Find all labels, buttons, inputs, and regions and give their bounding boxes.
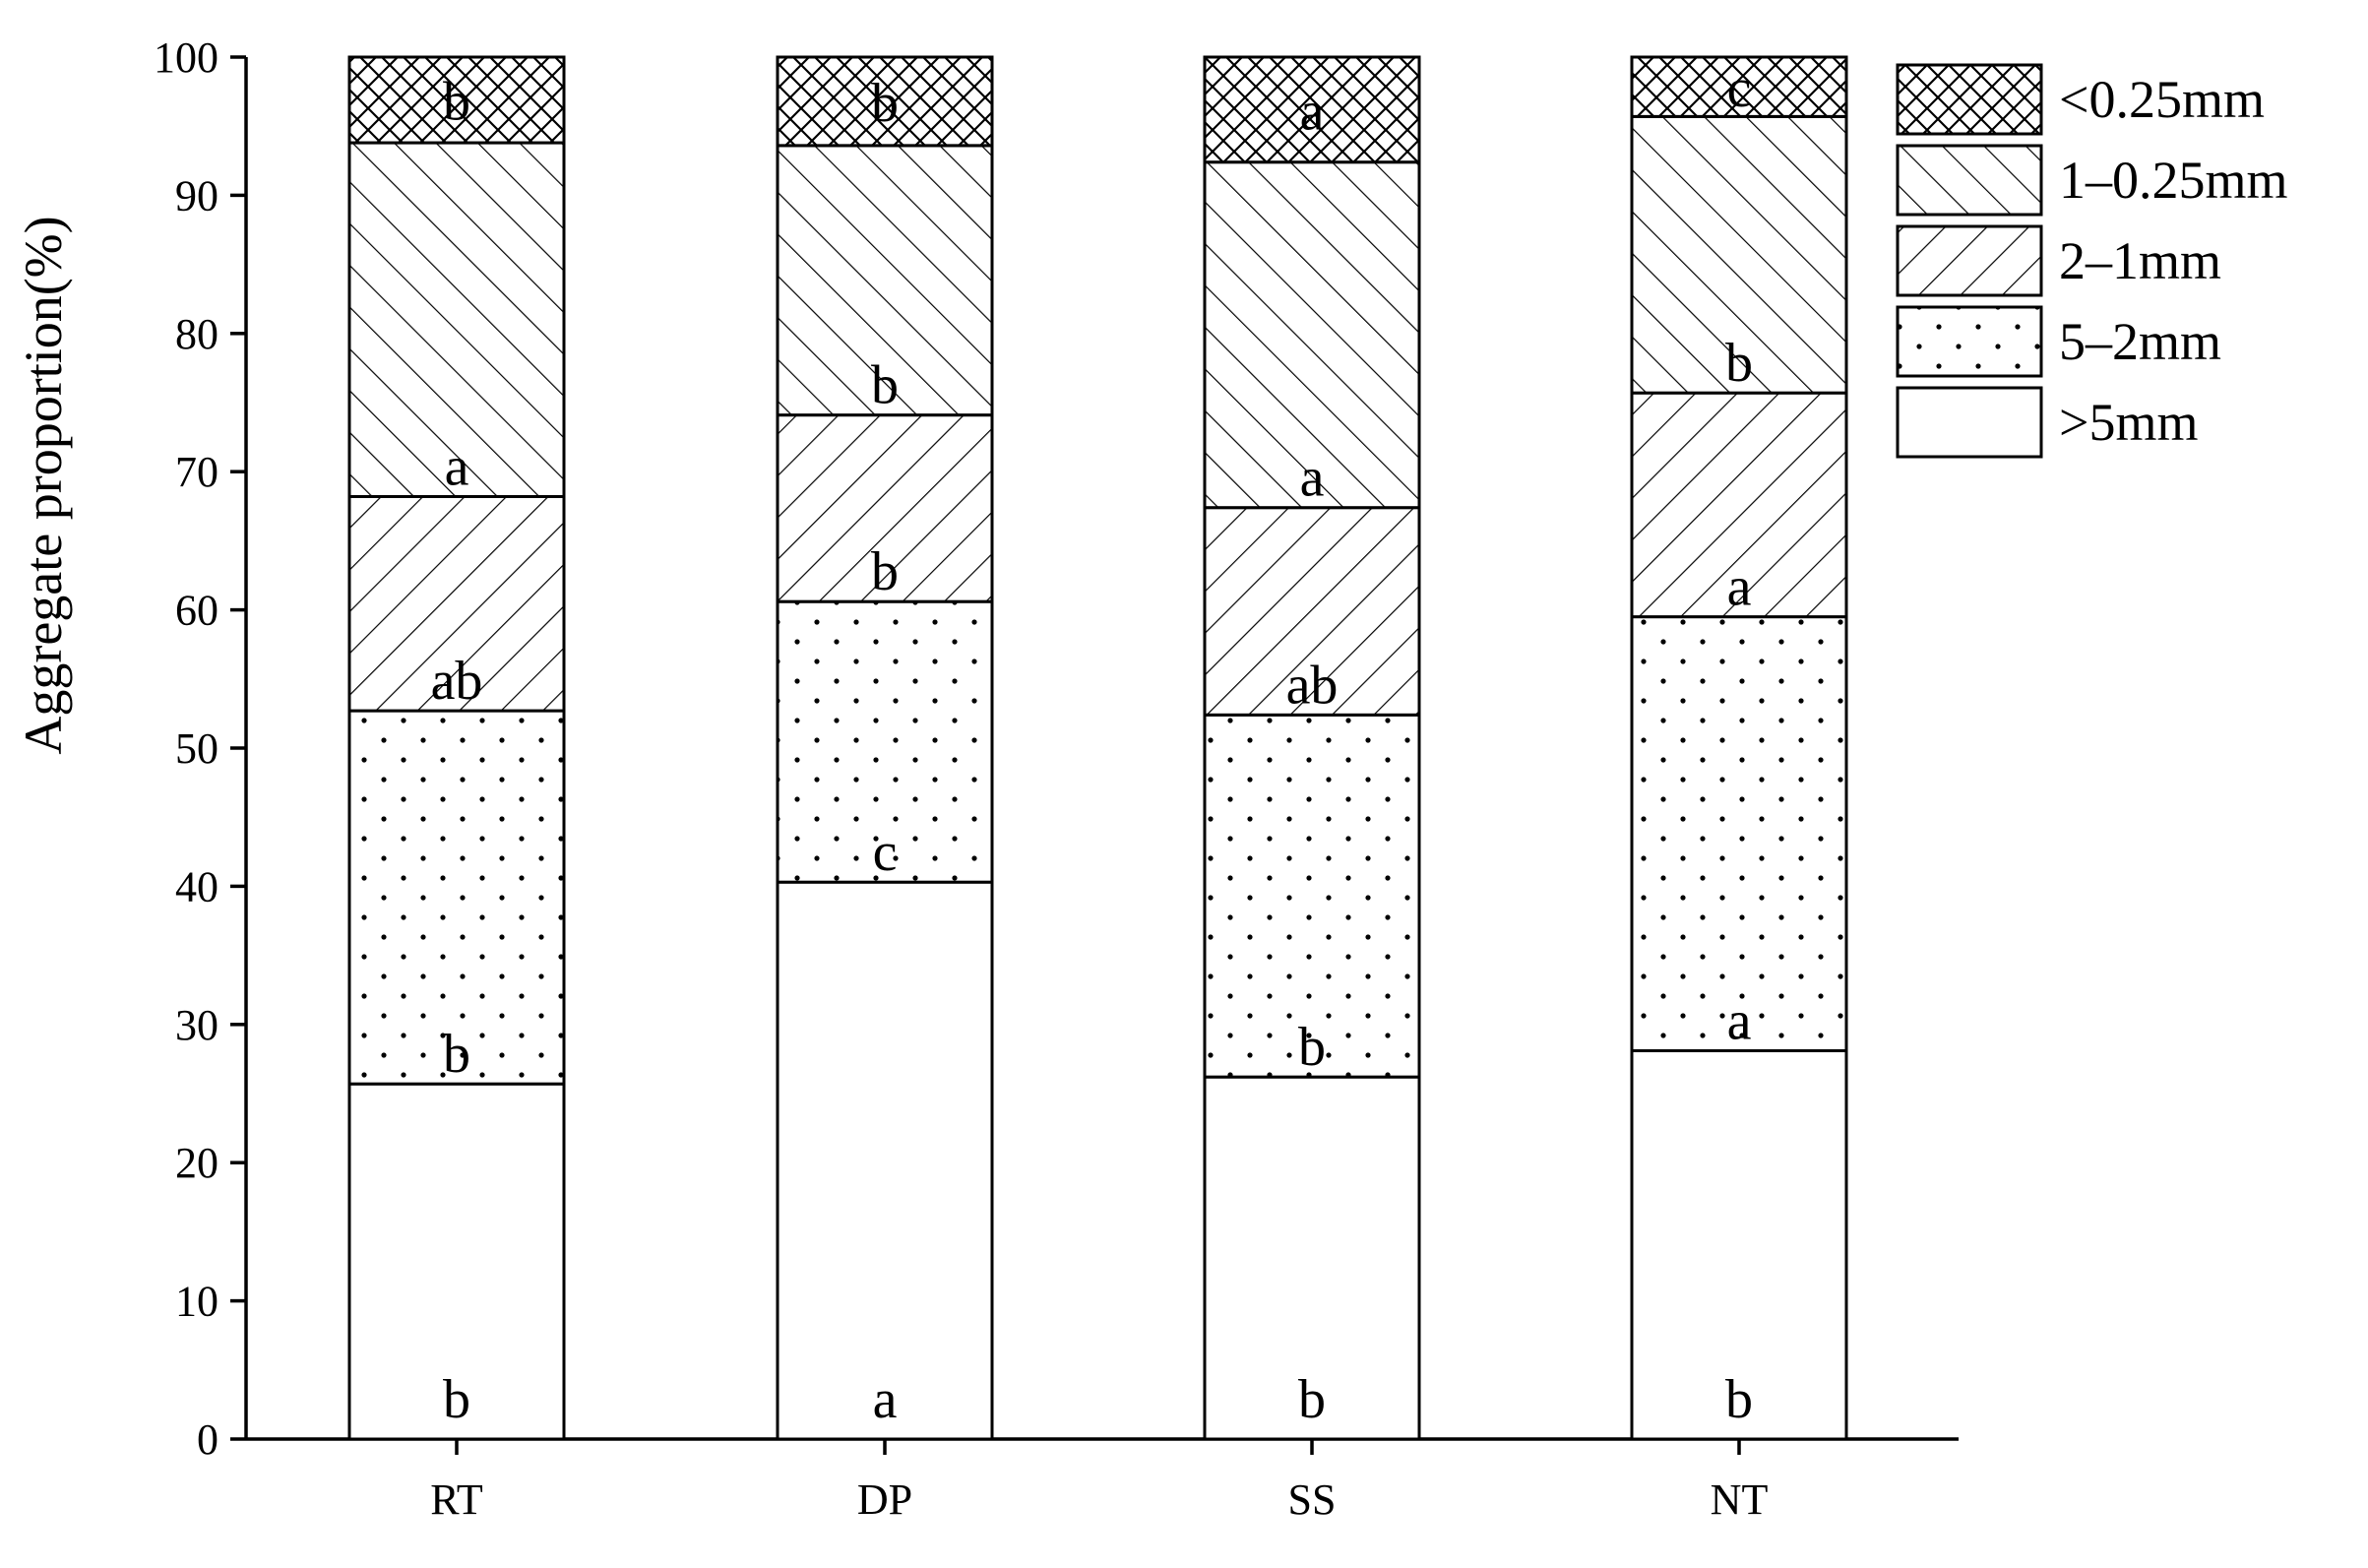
bar-segment-rt-4 — [347, 141, 566, 498]
significance-letter: b — [871, 355, 899, 416]
x-tick-label-ss: SS — [1288, 1475, 1337, 1524]
y-tick-label: 80 — [175, 310, 218, 358]
significance-letter: b — [1298, 1369, 1326, 1430]
x-tick-label-nt: NT — [1711, 1475, 1769, 1524]
significance-letter: b — [443, 1024, 470, 1085]
x-tick-label-dp: DP — [857, 1475, 912, 1524]
significance-letter: ab — [1286, 655, 1339, 716]
bar-segment-rt-2 — [347, 709, 566, 1086]
bar-segment-rt-1 — [347, 1082, 566, 1441]
bar-segment-dp-1 — [776, 880, 994, 1441]
legend-label: <0.25mm — [2059, 70, 2265, 129]
legend-label: 2–1mm — [2059, 231, 2221, 290]
significance-letter: a — [1300, 81, 1325, 142]
bar-segment-rt-3 — [347, 494, 566, 713]
y-tick-label: 20 — [175, 1139, 218, 1187]
bar-segment-nt-4 — [1630, 114, 1848, 395]
significance-letter: b — [1298, 1017, 1326, 1078]
legend-swatch — [1896, 305, 2043, 378]
significance-letter: ab — [431, 651, 483, 712]
bar-segment-nt-2 — [1630, 615, 1848, 1052]
significance-letter: a — [445, 436, 469, 497]
y-tick-label: 70 — [175, 448, 218, 496]
legend-swatch — [1896, 224, 2043, 297]
significance-letter: a — [873, 1369, 898, 1430]
x-axis: RT DP SS NT — [246, 1437, 1959, 1524]
significance-letter: a — [1300, 448, 1325, 509]
legend-label: 1–0.25mm — [2059, 151, 2288, 210]
y-axis-title: Aggregate proportion(%) — [14, 216, 73, 754]
significance-letter: c — [1727, 58, 1752, 119]
significance-letter: c — [873, 822, 898, 883]
bar-segment-nt-5 — [1630, 55, 1848, 118]
significance-letter: b — [443, 1369, 470, 1430]
legend-swatch — [1896, 386, 2043, 459]
x-tick-label-rt: RT — [430, 1475, 483, 1524]
significance-letter: b — [871, 73, 899, 134]
y-tick-label: 0 — [197, 1415, 218, 1464]
significance-letter: b — [443, 72, 470, 133]
significance-letter: b — [1725, 333, 1753, 394]
bar-segment-rt-5 — [347, 55, 566, 145]
bar-segment-ss-3 — [1203, 506, 1421, 717]
significance-letter: b — [871, 541, 899, 602]
y-tick-label: 10 — [175, 1278, 218, 1326]
y-tick-label: 60 — [175, 587, 218, 635]
bar-segment-dp-4 — [776, 144, 994, 417]
legend-label: 5–2mm — [2059, 312, 2221, 371]
y-tick-label: 40 — [175, 862, 218, 910]
y-tick-label: 100 — [154, 33, 218, 82]
significance-letter: a — [1727, 557, 1752, 618]
bar-segment-nt-3 — [1630, 391, 1848, 619]
significance-letter: b — [1725, 1369, 1753, 1430]
legend-swatch — [1896, 144, 2043, 217]
y-tick-label: 90 — [175, 171, 218, 220]
bars — [347, 55, 1848, 1441]
legend-label: >5mm — [2059, 393, 2198, 452]
bar-segment-ss-4 — [1203, 160, 1421, 510]
legend: <0.25mm 1–0.25mm 2–1mm 5–2mm >5mm — [1896, 63, 2288, 459]
bar-segment-ss-5 — [1203, 55, 1421, 164]
bar-segment-ss-2 — [1203, 713, 1421, 1079]
bar-segment-dp-5 — [776, 55, 994, 148]
bar-segment-ss-1 — [1203, 1075, 1421, 1441]
y-tick-label: 50 — [175, 724, 218, 773]
significance-letter: a — [1727, 990, 1752, 1051]
legend-swatch — [1896, 63, 2043, 136]
y-axis: 0 10 20 30 40 50 60 70 80 90 100 — [154, 33, 248, 1464]
bar-segment-nt-1 — [1630, 1048, 1848, 1441]
y-tick-label: 30 — [175, 1001, 218, 1049]
bar-segment-dp-2 — [776, 599, 994, 884]
